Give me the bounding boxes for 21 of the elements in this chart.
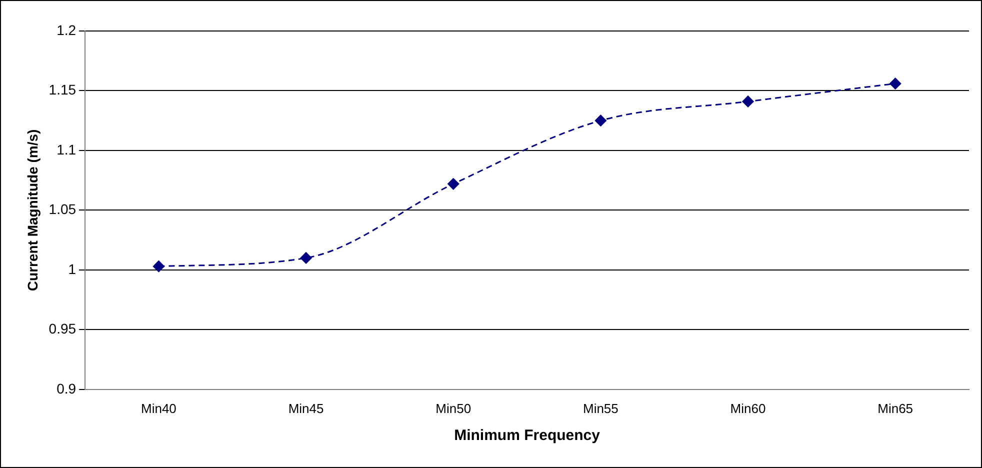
point [448, 178, 460, 190]
point [300, 252, 312, 264]
y-tick-label: 0.9 [56, 380, 76, 396]
y-tick-label: 1.1 [56, 141, 76, 158]
point [594, 114, 606, 126]
y-tick-label: 1 [68, 260, 76, 277]
x-tick-label: Min60 [730, 400, 766, 416]
y-tick-label: 0.95 [48, 320, 76, 337]
x-tick-label: Min50 [436, 400, 472, 416]
y-tick-label: 1.15 [48, 82, 76, 98]
x-tick-label: Min65 [878, 400, 914, 416]
point [152, 260, 164, 272]
y-tick-label: 1.05 [48, 201, 76, 218]
point [742, 96, 754, 108]
x-tick-label: Min45 [288, 400, 324, 416]
y-tick-label: 1.2 [56, 22, 76, 38]
x-axis-title: Minimum Frequency [454, 427, 601, 444]
y-axis-title: Current Magnitude (m/s) [24, 129, 40, 292]
point [890, 78, 902, 90]
x-tick-label: Min40 [141, 400, 176, 416]
x-tick-label: Min55 [582, 400, 618, 416]
